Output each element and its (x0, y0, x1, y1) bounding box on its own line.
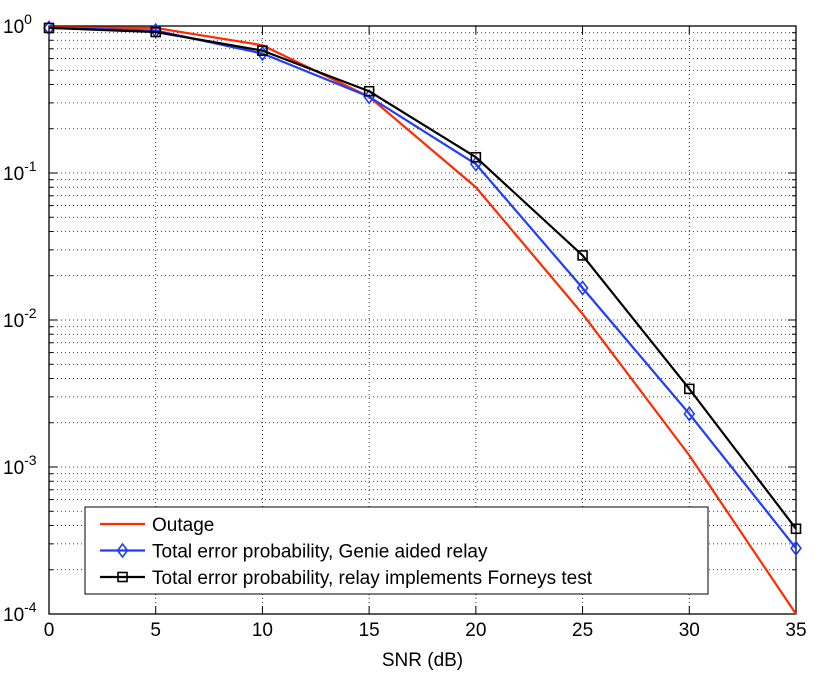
data-point (150, 26, 162, 38)
x-tick-label: 10 (252, 620, 273, 641)
x-tick-label: 30 (679, 620, 700, 641)
y-tick-label: 10-4 (3, 599, 37, 626)
x-tick-label: 15 (359, 620, 380, 641)
data-point (576, 280, 589, 296)
axis-ticks: 0 5 10 15 20 25 30 35 100 10-1 10-2 10-3 10-4 (3, 11, 807, 641)
legend-box (84, 506, 709, 595)
x-tick-label: 25 (572, 620, 593, 641)
data-point (470, 151, 482, 163)
data-point (43, 22, 55, 34)
legend-label: Total error probability, Genie aided rel… (152, 542, 488, 563)
x-tick-label: 20 (465, 620, 486, 641)
x-tick-label: 0 (44, 620, 55, 641)
x-tick-label: 5 (150, 620, 161, 641)
series-3 (43, 22, 802, 535)
data-point (363, 88, 376, 105)
series-line (48, 26, 797, 549)
y-tick-label: 100 (3, 11, 32, 38)
series-line (48, 26, 797, 530)
y-tick-label: 10-3 (3, 452, 37, 479)
data-point (683, 405, 696, 422)
legend-marker (117, 571, 128, 583)
series-2 (43, 20, 802, 557)
x-tick-label: 35 (785, 620, 806, 641)
series-line (48, 26, 797, 615)
legend: Outage Total error probability, Genie aid… (84, 506, 709, 595)
legend-label: Total error probability, relay implement… (152, 568, 593, 589)
data-point (363, 85, 375, 97)
data-point (43, 20, 55, 36)
series-1 (48, 26, 797, 615)
data-point (790, 523, 802, 535)
legend-marker (116, 542, 129, 559)
x-axis-label: SNR (dB) (382, 650, 463, 671)
y-tick-label: 10-2 (3, 305, 37, 332)
data-point (257, 45, 268, 56)
data-point (790, 540, 802, 557)
legend-label: Outage (152, 515, 214, 536)
data-point (577, 250, 588, 261)
data-point (683, 383, 695, 395)
series-layer (43, 20, 802, 615)
y-tick-label: 10-1 (3, 158, 37, 185)
